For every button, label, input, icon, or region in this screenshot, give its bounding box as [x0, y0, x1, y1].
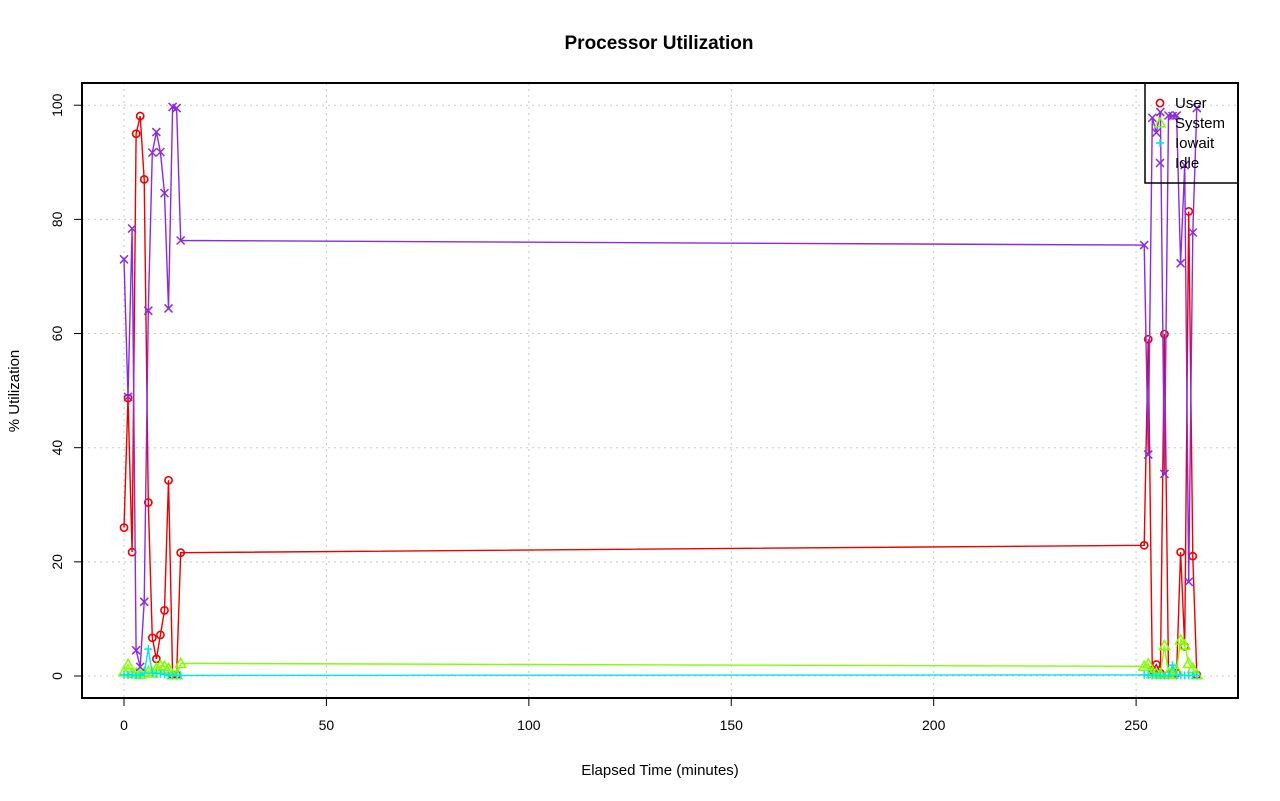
series-line-iowait — [124, 649, 1197, 677]
series-line-user — [123, 115, 1198, 676]
data-point-system — [1141, 657, 1155, 669]
data-point-idle — [131, 645, 141, 655]
y-tick-label: 60 — [49, 326, 65, 342]
x-axis-label: Elapsed Time (minutes) — [581, 762, 739, 779]
series-idle — [119, 102, 1202, 672]
data-point-user — [1160, 329, 1169, 339]
data-point-user — [1139, 540, 1149, 550]
data-point-user — [176, 548, 186, 558]
y-tick-label: 0 — [49, 672, 65, 680]
data-point-system — [121, 657, 135, 670]
data-point-user — [164, 475, 173, 485]
data-point-user — [1176, 547, 1186, 557]
data-point-system — [1137, 659, 1151, 671]
x-tick-label: 200 — [922, 717, 946, 733]
legend-item-system: System — [1153, 115, 1225, 132]
data-point-idle — [1147, 113, 1157, 123]
data-point-idle — [172, 103, 182, 113]
legend: User System Iowait Idle — [1144, 82, 1239, 184]
data-point-idle — [155, 147, 165, 157]
x-tick-label: 250 — [1124, 717, 1148, 733]
data-point-iowait — [176, 671, 185, 680]
data-point-iowait — [1164, 671, 1173, 680]
data-point-iowait — [160, 670, 169, 679]
data-point-idle — [1172, 110, 1182, 121]
data-point-idle — [1155, 107, 1165, 117]
plot-frame — [81, 82, 1239, 699]
legend-marker-system — [1153, 116, 1167, 128]
data-point-user — [160, 605, 169, 615]
series-line-idle — [123, 105, 1198, 668]
legend-marker-iowait — [1156, 139, 1164, 147]
data-point-idle — [1159, 469, 1169, 479]
data-point-system — [1182, 656, 1196, 669]
x-tick-label: 150 — [720, 717, 744, 733]
data-point-idle — [1180, 160, 1190, 170]
data-point-iowait — [1168, 661, 1177, 670]
data-point-user — [131, 129, 141, 139]
data-point-idle — [1176, 258, 1186, 268]
data-point-idle — [1151, 128, 1161, 138]
plot-area — [117, 102, 1204, 680]
data-point-idle — [1184, 577, 1194, 587]
data-point-user — [143, 498, 153, 507]
chart-title: Processor Utilization — [565, 33, 754, 54]
grid — [82, 83, 1238, 698]
data-point-iowait — [144, 645, 153, 654]
data-point-system — [174, 656, 188, 669]
legend-item-idle: Idle — [1155, 155, 1199, 172]
legend-label-user: User — [1175, 95, 1207, 112]
data-point-idle — [159, 188, 170, 198]
data-point-idle — [1143, 450, 1153, 460]
data-point-system — [1157, 639, 1171, 651]
data-point-idle — [1139, 240, 1149, 250]
data-point-idle — [176, 235, 186, 246]
y-tick-label: 40 — [49, 440, 65, 456]
data-point-system — [1174, 633, 1188, 645]
legend-marker-idle — [1155, 158, 1165, 168]
data-point-idle — [135, 662, 145, 672]
series-system — [117, 633, 1204, 680]
data-point-idle — [139, 597, 149, 607]
data-point-user — [119, 523, 129, 532]
data-point-idle — [119, 254, 129, 264]
data-point-user — [135, 111, 145, 121]
data-point-user — [139, 175, 149, 184]
legend-label-system: System — [1175, 115, 1225, 132]
y-tick-label: 100 — [49, 93, 65, 117]
series-iowait — [120, 645, 1201, 680]
legend-label-idle: Idle — [1175, 155, 1199, 172]
x-tick-label: 50 — [319, 717, 335, 733]
legend-label-iowait: Iowait — [1175, 135, 1215, 152]
x-tick-label: 100 — [517, 717, 541, 733]
legend-marker-user — [1155, 98, 1165, 108]
x-tick-label: 0 — [120, 717, 128, 733]
data-point-idle — [147, 148, 157, 158]
data-point-idle — [1188, 227, 1198, 238]
data-point-user — [147, 633, 157, 643]
legend-item-iowait: Iowait — [1156, 135, 1215, 152]
data-point-idle — [127, 223, 137, 234]
data-point-system — [1178, 638, 1192, 650]
y-tick-label: 80 — [49, 211, 65, 227]
data-point-iowait — [1192, 671, 1201, 680]
y-axis-label: % Utilization — [6, 350, 23, 433]
axes: 0 50 100 150 200 250 0 20 40 60 80 100 — [49, 93, 1148, 733]
data-point-idle — [123, 392, 133, 402]
data-point-user — [1143, 334, 1153, 344]
data-point-idle — [1192, 103, 1202, 113]
data-point-iowait — [136, 671, 145, 680]
data-point-idle — [151, 127, 161, 137]
series-user — [119, 111, 1202, 680]
legend-box — [1144, 82, 1239, 184]
series-line-system — [123, 638, 1198, 676]
legend-item-user: User — [1155, 95, 1207, 112]
data-point-idle — [143, 306, 153, 316]
data-point-user — [156, 630, 165, 640]
data-point-idle — [164, 303, 174, 313]
y-tick-label: 20 — [49, 554, 65, 570]
